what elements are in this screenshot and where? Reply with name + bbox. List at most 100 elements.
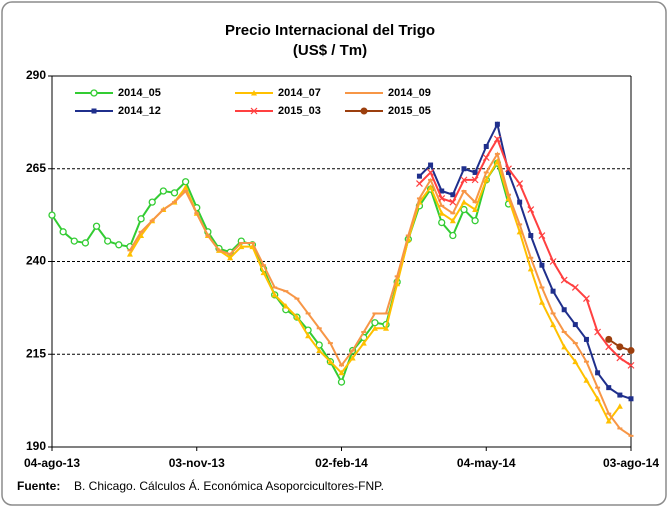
marker — [616, 403, 623, 409]
legend-label: 2014_07 — [278, 87, 321, 99]
marker — [550, 321, 557, 328]
marker — [327, 342, 333, 345]
marker — [104, 237, 112, 245]
marker — [517, 223, 523, 226]
marker — [338, 369, 345, 376]
marker — [450, 192, 456, 198]
marker — [439, 188, 445, 194]
marker — [550, 288, 556, 294]
marker — [160, 208, 166, 211]
y-tick-label: 215 — [26, 346, 46, 360]
marker — [572, 342, 578, 345]
marker — [572, 358, 579, 365]
marker — [339, 364, 344, 367]
y-tick-label: 265 — [26, 161, 46, 175]
marker — [627, 347, 635, 355]
marker — [460, 199, 467, 205]
marker — [483, 143, 489, 149]
marker — [360, 340, 367, 346]
marker — [337, 378, 346, 386]
marker — [561, 343, 568, 350]
marker — [460, 176, 468, 184]
marker — [170, 189, 179, 197]
marker — [460, 205, 468, 214]
marker — [539, 262, 545, 268]
marker — [583, 295, 590, 303]
marker — [283, 290, 289, 293]
marker — [617, 392, 623, 398]
marker — [216, 249, 222, 252]
marker — [549, 258, 557, 265]
series-line — [418, 136, 632, 367]
marker — [361, 330, 367, 333]
marker — [517, 199, 523, 205]
marker — [171, 201, 177, 204]
marker — [427, 169, 435, 176]
legend-marker — [361, 92, 367, 94]
marker — [428, 178, 434, 181]
x-tick-label: 03-ago-14 — [603, 456, 659, 470]
marker — [205, 234, 211, 237]
legend-marker — [250, 107, 258, 115]
marker — [272, 286, 278, 289]
marker — [483, 176, 490, 183]
y-tick-label: 290 — [26, 68, 46, 82]
marker — [516, 228, 523, 235]
source: B. Chicago. Cálculos Á. Económica Asopor… — [74, 478, 384, 493]
marker — [350, 349, 356, 352]
marker — [583, 336, 589, 342]
marker — [461, 190, 467, 193]
marker — [572, 322, 578, 328]
marker — [606, 385, 612, 391]
marker — [594, 328, 602, 336]
marker — [516, 180, 524, 188]
marker — [294, 297, 300, 300]
marker — [627, 361, 635, 369]
marker — [571, 284, 579, 291]
marker — [494, 152, 500, 155]
marker — [305, 332, 312, 339]
marker — [183, 190, 189, 193]
marker — [181, 178, 190, 186]
marker — [527, 206, 535, 213]
marker — [249, 241, 255, 244]
marker — [449, 217, 456, 224]
marker — [583, 360, 589, 363]
marker — [282, 303, 289, 309]
x-tick-label: 04-may-14 — [457, 456, 516, 470]
marker — [261, 264, 267, 267]
marker — [271, 291, 278, 298]
marker — [227, 253, 233, 256]
marker — [616, 354, 624, 362]
marker — [449, 198, 457, 206]
marker — [138, 230, 144, 233]
marker — [149, 219, 155, 222]
marker — [595, 386, 601, 389]
marker — [159, 187, 167, 195]
marker — [227, 254, 234, 261]
marker — [471, 217, 479, 225]
legend-label: 2014_05 — [118, 87, 161, 99]
series-line — [418, 121, 632, 400]
marker — [449, 231, 457, 240]
y-tick-label: 190 — [26, 439, 46, 453]
marker — [550, 312, 556, 315]
marker — [482, 154, 490, 162]
legend-marker — [91, 108, 97, 114]
marker — [483, 171, 489, 174]
marker — [538, 299, 545, 305]
marker — [616, 343, 624, 351]
marker — [606, 412, 612, 415]
marker — [182, 184, 189, 190]
marker — [471, 176, 479, 184]
marker — [605, 343, 613, 351]
chart-frame — [1, 1, 667, 506]
marker — [472, 169, 478, 175]
marker — [115, 241, 123, 249]
marker — [494, 121, 500, 127]
marker — [461, 166, 467, 172]
marker — [594, 395, 601, 402]
marker — [238, 243, 245, 250]
marker — [450, 212, 456, 215]
